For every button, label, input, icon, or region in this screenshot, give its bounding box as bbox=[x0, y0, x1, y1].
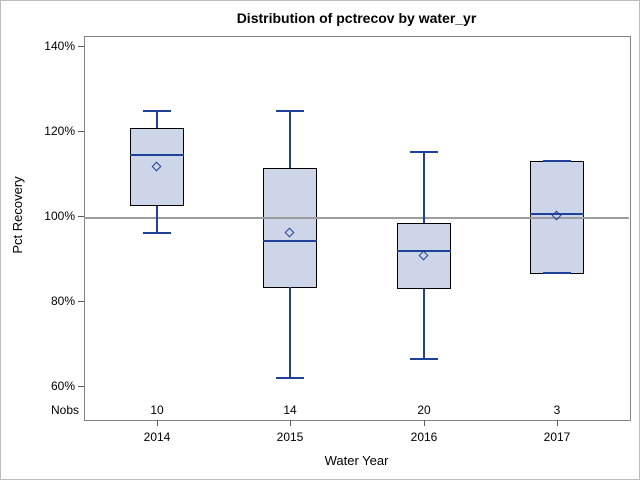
median-line bbox=[130, 154, 184, 156]
y-tick-mark bbox=[78, 301, 84, 302]
upper-whisker-cap bbox=[410, 151, 438, 153]
upper-whisker-cap bbox=[543, 160, 571, 162]
lower-whisker-cap bbox=[410, 358, 438, 360]
nobs-value: 14 bbox=[283, 403, 297, 417]
lower-whisker-stem bbox=[289, 287, 291, 378]
x-tick-mark bbox=[557, 420, 558, 426]
reference-line-100 bbox=[84, 217, 629, 219]
lower-whisker-stem bbox=[156, 206, 158, 233]
box-2016 bbox=[397, 223, 451, 289]
y-tick-label: 140% bbox=[44, 39, 75, 53]
lower-whisker-stem bbox=[423, 289, 425, 359]
y-tick-label: 100% bbox=[44, 209, 75, 223]
x-tick-mark bbox=[424, 420, 425, 426]
median-line bbox=[263, 240, 317, 242]
lower-whisker-cap bbox=[143, 232, 171, 234]
x-tick-label: 2014 bbox=[143, 430, 171, 444]
median-line bbox=[530, 213, 584, 215]
median-line bbox=[397, 250, 451, 252]
y-tick-label: 60% bbox=[50, 379, 75, 393]
upper-whisker-cap bbox=[276, 110, 304, 112]
y-axis-title: Pct Recovery bbox=[10, 176, 25, 254]
x-tick-label: 2015 bbox=[276, 430, 304, 444]
y-tick-mark bbox=[78, 386, 84, 387]
lower-whisker-cap bbox=[543, 272, 571, 274]
x-tick-label: 2017 bbox=[543, 430, 571, 444]
x-tick-label: 2016 bbox=[410, 430, 438, 444]
y-tick-mark bbox=[78, 131, 84, 132]
lower-whisker-cap bbox=[276, 377, 304, 379]
upper-whisker-stem bbox=[156, 111, 158, 128]
x-tick-mark bbox=[157, 420, 158, 426]
x-axis-title: Water Year bbox=[324, 453, 389, 468]
upper-whisker-stem bbox=[423, 152, 425, 223]
y-tick-mark bbox=[78, 216, 84, 217]
box-2015 bbox=[263, 168, 317, 288]
upper-whisker-cap bbox=[143, 110, 171, 112]
nobs-value: 3 bbox=[553, 403, 561, 417]
box-2014 bbox=[130, 128, 184, 206]
y-tick-label: 120% bbox=[44, 124, 75, 138]
nobs-value: 10 bbox=[150, 403, 164, 417]
nobs-header-label: Nobs bbox=[50, 403, 79, 417]
x-tick-mark bbox=[290, 420, 291, 426]
y-tick-label: 80% bbox=[50, 294, 75, 308]
y-tick-mark bbox=[78, 46, 84, 47]
chart-title: Distribution of pctrecov by water_yr bbox=[236, 10, 477, 26]
nobs-value: 20 bbox=[417, 403, 431, 417]
upper-whisker-stem bbox=[289, 111, 291, 168]
